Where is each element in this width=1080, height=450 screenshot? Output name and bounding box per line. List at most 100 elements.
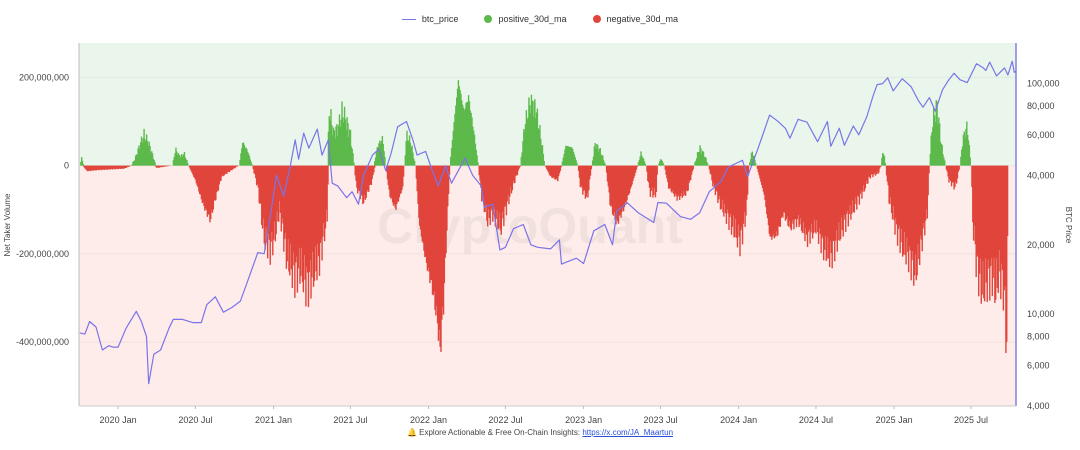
legend-label-btc-price: btc_price <box>421 14 459 24</box>
negative-bar <box>583 165 585 191</box>
bell-icon: 🔔 <box>406 428 417 437</box>
legend-item-negative[interactable]: negative_30d_ma <box>592 14 678 24</box>
positive-bar <box>703 156 706 166</box>
positive-bar <box>462 107 465 166</box>
negative-bar <box>100 165 103 171</box>
negative-bar <box>424 165 426 258</box>
negative-bar <box>235 165 237 167</box>
negative-bar <box>161 165 163 168</box>
positive-bar <box>567 146 570 166</box>
negative-bar <box>823 165 826 250</box>
negative-bar <box>666 165 668 179</box>
negative-bar <box>977 165 979 257</box>
positive-bar <box>134 160 136 166</box>
positive-bar <box>134 155 137 166</box>
negative-bar <box>622 165 624 209</box>
negative-bar <box>396 165 398 205</box>
positive-bar <box>931 132 933 166</box>
positive-bar <box>337 135 339 166</box>
positive-bar <box>406 130 408 166</box>
negative-bar <box>303 165 305 256</box>
negative-bar <box>371 165 373 180</box>
positive-bar <box>638 159 641 166</box>
positive-bar <box>534 99 536 166</box>
positive-bar <box>966 134 969 166</box>
negative-bar <box>106 165 109 170</box>
positive-bar <box>173 156 175 166</box>
negative-bar <box>581 165 583 188</box>
negative-bar <box>498 165 500 229</box>
negative-bar <box>492 165 495 211</box>
negative-bar <box>229 165 232 171</box>
negative-bar <box>779 165 782 227</box>
negative-bar <box>973 165 976 226</box>
negative-bar <box>624 165 627 203</box>
negative-bar <box>88 165 90 171</box>
positive-bar <box>935 100 937 166</box>
negative-bar <box>391 165 393 198</box>
negative-bar <box>839 165 841 241</box>
positive-bar <box>182 156 184 166</box>
negative-bar <box>743 165 745 212</box>
negative-bar <box>768 165 771 234</box>
negative-bar <box>803 165 805 234</box>
negative-bar <box>365 165 367 198</box>
negative-bar <box>289 165 291 276</box>
negative-bar <box>633 165 635 179</box>
negative-bar <box>667 165 670 189</box>
negative-bar <box>653 165 655 195</box>
negative-bar <box>280 165 282 232</box>
negative-bar <box>106 165 108 170</box>
negative-bar <box>356 165 358 188</box>
negative-bar <box>156 165 159 168</box>
negative-bar <box>647 165 649 181</box>
legend-item-btc-price[interactable]: btc_price <box>401 14 459 24</box>
negative-bar <box>441 165 443 320</box>
negative-bar <box>402 165 405 177</box>
positive-bar <box>882 154 885 166</box>
negative-bar <box>195 165 198 184</box>
negative-bar <box>91 165 93 171</box>
negative-bar <box>278 165 280 222</box>
negative-bar <box>664 165 666 170</box>
negative-bar <box>760 165 763 185</box>
negative-bar <box>160 165 162 168</box>
positive-bar <box>249 159 251 166</box>
left-tick-label: -400,000,000 <box>16 337 69 347</box>
negative-bar <box>813 165 816 220</box>
negative-bar <box>972 165 975 241</box>
negative-bar <box>277 165 279 222</box>
negative-bar <box>266 165 268 243</box>
positive-bar <box>344 119 347 166</box>
negative-bar <box>890 165 893 213</box>
positive-bar <box>456 88 459 166</box>
negative-bar <box>877 165 879 174</box>
positive-bar <box>962 134 965 166</box>
positive-bar <box>943 157 945 166</box>
right-tick-label: 40,000 <box>1027 170 1055 180</box>
negative-bar <box>773 165 776 239</box>
negative-bar <box>218 165 220 185</box>
positive-bar <box>637 162 640 166</box>
negative-bar <box>364 165 367 200</box>
x-tick-label: 2020 Jul <box>178 415 212 425</box>
footer-link[interactable]: https://x.com/JA_Maartun <box>582 428 674 437</box>
negative-bar <box>718 165 721 196</box>
positive-bar <box>348 129 351 166</box>
negative-bar <box>835 165 838 231</box>
negative-bar <box>236 165 238 167</box>
negative-bar <box>692 165 694 170</box>
negative-bar <box>791 165 793 221</box>
negative-bar <box>868 165 870 177</box>
positive-bar <box>571 147 573 166</box>
positive-bar <box>535 112 538 166</box>
positive-bar <box>700 148 702 166</box>
negative-bar <box>90 165 93 171</box>
legend-item-positive[interactable]: positive_30d_ma <box>484 14 567 24</box>
positive-bar <box>346 117 348 166</box>
positive-bar <box>410 147 412 166</box>
negative-bar <box>830 165 833 254</box>
negative-bar <box>83 165 86 168</box>
negative-bar <box>84 165 87 170</box>
negative-bar <box>891 165 894 220</box>
